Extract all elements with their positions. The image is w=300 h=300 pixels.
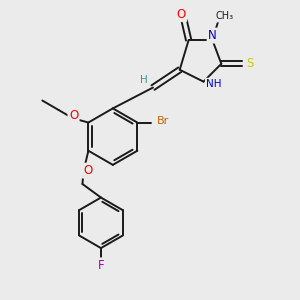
Text: O: O: [69, 109, 78, 122]
Text: O: O: [177, 8, 186, 21]
Text: F: F: [98, 259, 105, 272]
Text: Br: Br: [157, 116, 169, 126]
Text: CH₃: CH₃: [216, 11, 234, 21]
Text: S: S: [246, 57, 253, 70]
Text: N: N: [208, 29, 217, 42]
Text: O: O: [83, 164, 92, 177]
Text: NH: NH: [206, 79, 222, 89]
Text: H: H: [140, 75, 148, 85]
